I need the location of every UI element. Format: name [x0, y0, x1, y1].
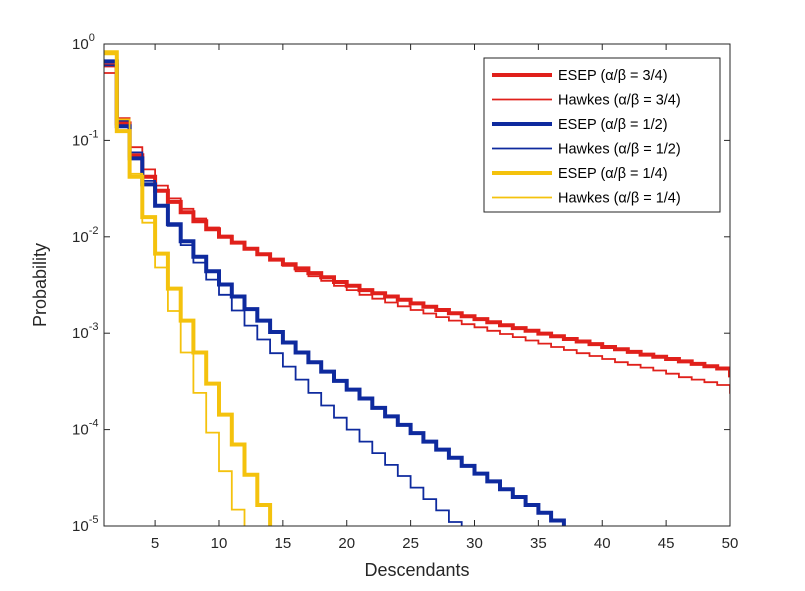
- legend-entry: Hawkes (α/β = 3/4): [558, 93, 681, 109]
- x-tick-label: 5: [151, 535, 159, 552]
- x-tick-label: 40: [594, 535, 611, 552]
- plot-frame: [103, 43, 731, 527]
- x-tick-label: 10: [211, 535, 228, 552]
- x-tick-label: 45: [658, 535, 675, 552]
- x-tick-label: 20: [338, 535, 355, 552]
- legend: ESEP (α/β = 3/4) Hawkes (α/β = 3/4) ESEP (…: [483, 57, 721, 213]
- x-tick-label: 50: [722, 535, 739, 552]
- series-line-4: [104, 64, 489, 526]
- series-line-2: [104, 72, 730, 394]
- series-layer: [104, 50, 730, 526]
- legend-entry: Hawkes (α/β = 1/4): [558, 191, 681, 207]
- x-tick-label: 15: [275, 535, 292, 552]
- x-axis-label: Descendants: [364, 560, 469, 580]
- y-axis-label: Probability: [30, 243, 50, 327]
- y-tick-label: 10-4: [72, 418, 98, 439]
- legend-box: [483, 57, 721, 213]
- y-tick-label: 10-3: [72, 321, 98, 342]
- axes: 5 10 15 20 25 30 35 40 45 50 10-5 10-4 10-3 10-2 10-1 1…: [72, 32, 738, 552]
- x-tick-label: 30: [466, 535, 483, 552]
- y-tick-label: 10-1: [72, 128, 98, 149]
- y-tick-label: 10-5: [72, 514, 98, 535]
- series-line-6: [104, 53, 259, 526]
- legend-entry: ESEP (α/β = 3/4): [558, 68, 668, 84]
- series-line-3: [104, 59, 592, 526]
- x-tick-label: 25: [402, 535, 419, 552]
- series-line-1: [104, 63, 730, 378]
- legend-entry: ESEP (α/β = 1/4): [558, 166, 668, 182]
- x-tick-label: 35: [530, 535, 547, 552]
- y-tick-label: 10-2: [72, 225, 98, 246]
- legend-entry: ESEP (α/β = 1/2): [558, 117, 668, 133]
- y-tick-label: 100: [72, 32, 95, 53]
- legend-entry: Hawkes (α/β = 1/2): [558, 142, 681, 158]
